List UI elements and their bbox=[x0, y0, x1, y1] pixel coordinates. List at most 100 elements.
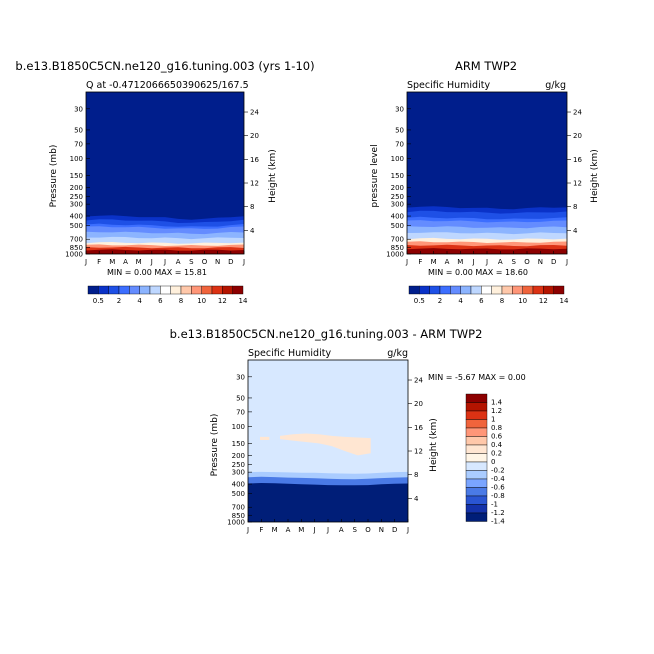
colorbar-box bbox=[222, 285, 233, 295]
pressure-tick-label: 100 bbox=[391, 155, 404, 163]
difference-colorbar-box bbox=[465, 419, 488, 429]
difference-colorbar-label: 1.4 bbox=[491, 399, 503, 407]
colorbar-box bbox=[211, 285, 223, 295]
difference-colorbar: 1.41.210.80.60.40.20-0.2-0.4-0.6-0.8-1-1… bbox=[465, 393, 505, 526]
difference-colorbar-box bbox=[465, 478, 488, 488]
colorbar-label: 2 bbox=[438, 297, 442, 305]
colorbar-box bbox=[149, 285, 161, 295]
obs-ylabel-right: Height (km) bbox=[590, 149, 600, 203]
difference-colorbar-label: -0.6 bbox=[491, 484, 505, 492]
pressure-tick-label: 250 bbox=[232, 461, 245, 469]
height-tick-label: 24 bbox=[573, 109, 582, 117]
small-positive-patch bbox=[260, 436, 270, 440]
pressure-tick-label: 1000 bbox=[386, 251, 404, 259]
month-tick-label: J bbox=[246, 526, 249, 534]
month-tick-label: M bbox=[298, 526, 304, 534]
difference-colorbar-box bbox=[465, 504, 488, 514]
month-tick-label: A bbox=[498, 258, 503, 266]
pressure-tick-label: 700 bbox=[70, 236, 83, 244]
pressure-tick-label: 1000 bbox=[227, 519, 245, 527]
pressure-tick-label: 250 bbox=[391, 193, 404, 201]
colorbar-box bbox=[408, 285, 420, 295]
pressure-tick-label: 1000 bbox=[65, 251, 83, 259]
difference-colorbar-box bbox=[465, 427, 488, 437]
colorbar-label: 14 bbox=[239, 297, 248, 305]
height-tick-label: 20 bbox=[250, 132, 259, 140]
colorbar-box bbox=[439, 285, 451, 295]
height-tick-label: 4 bbox=[414, 495, 419, 503]
pressure-tick-label: 150 bbox=[232, 440, 245, 448]
month-tick-label: A bbox=[445, 258, 450, 266]
height-tick-label: 12 bbox=[573, 180, 582, 188]
obs-colorbar: 0.5 2 4 6 8 10 12 14 bbox=[408, 285, 569, 305]
colorbar-label: 10 bbox=[197, 297, 206, 305]
height-tick-label: 8 bbox=[250, 203, 254, 211]
colorbar-box bbox=[170, 285, 182, 295]
positive-difference-patch bbox=[280, 433, 371, 456]
difference-colorbar-label: -1.4 bbox=[491, 518, 505, 526]
height-tick-label: 20 bbox=[414, 400, 423, 408]
month-tick-label: J bbox=[472, 258, 475, 266]
pressure-tick-label: 50 bbox=[74, 126, 83, 134]
pressure-tick-label: 200 bbox=[391, 184, 404, 192]
month-tick-label: F bbox=[418, 258, 422, 266]
difference-ylabel-right: Height (km) bbox=[429, 418, 439, 472]
month-tick-label: S bbox=[189, 258, 194, 266]
difference-colorbar-box bbox=[465, 495, 488, 505]
obs-title: ARM TWP2 bbox=[455, 59, 517, 73]
pressure-tick-label: 500 bbox=[70, 222, 83, 230]
pressure-tick-label: 850 bbox=[391, 244, 404, 252]
obs-panel: ARM TWP2 Specific Humidity g/kg pressure… bbox=[370, 59, 600, 277]
month-tick-label: J bbox=[163, 258, 166, 266]
difference-colorbar-label: 0.2 bbox=[491, 450, 502, 458]
month-tick-label: O bbox=[202, 258, 208, 266]
pressure-tick-label: 70 bbox=[395, 140, 404, 148]
pressure-tick-label: 100 bbox=[232, 423, 245, 431]
pressure-tick-label: 200 bbox=[232, 452, 245, 460]
colorbar-label: 6 bbox=[158, 297, 163, 305]
colorbar-box bbox=[419, 285, 430, 295]
obs-ylabel: pressure level bbox=[370, 144, 380, 207]
colorbar-box bbox=[512, 285, 523, 295]
model-minmax: MIN = 0.00 MAX = 15.81 bbox=[107, 268, 207, 277]
month-tick-label: D bbox=[228, 258, 233, 266]
month-tick-label: F bbox=[259, 526, 263, 534]
negative-difference-band bbox=[248, 483, 408, 522]
month-tick-label: A bbox=[286, 526, 291, 534]
month-tick-label: J bbox=[406, 526, 409, 534]
pressure-tick-label: 400 bbox=[391, 213, 404, 221]
difference-colorbar-box bbox=[465, 436, 488, 446]
colorbar-box bbox=[232, 285, 244, 295]
obs-units: g/kg bbox=[545, 80, 566, 91]
difference-colorbar-box bbox=[465, 393, 488, 403]
month-tick-label: M bbox=[272, 526, 278, 534]
height-tick-label: 24 bbox=[414, 377, 423, 385]
pressure-tick-label: 300 bbox=[232, 469, 245, 477]
difference-title: b.e13.B1850C5CN.ne120_g16.tuning.003 - A… bbox=[170, 327, 483, 341]
month-tick-label: M bbox=[109, 258, 115, 266]
month-tick-label: A bbox=[176, 258, 181, 266]
pressure-tick-label: 30 bbox=[236, 373, 245, 381]
pressure-tick-label: 300 bbox=[391, 201, 404, 209]
difference-colorbar-label: -0.2 bbox=[491, 467, 505, 475]
month-tick-label: J bbox=[84, 258, 87, 266]
month-tick-label: D bbox=[551, 258, 556, 266]
month-tick-label: J bbox=[242, 258, 245, 266]
colorbar-box bbox=[160, 285, 171, 295]
height-tick-label: 16 bbox=[414, 424, 423, 432]
month-tick-label: F bbox=[97, 258, 101, 266]
pressure-tick-label: 250 bbox=[70, 193, 83, 201]
colorbar-label: 8 bbox=[179, 297, 183, 305]
month-tick-label: J bbox=[313, 526, 316, 534]
difference-colorbar-box bbox=[465, 402, 488, 412]
colorbar-box bbox=[191, 285, 202, 295]
pressure-tick-label: 100 bbox=[70, 155, 83, 163]
colorbar-box bbox=[532, 285, 544, 295]
month-tick-label: M bbox=[431, 258, 437, 266]
colorbar-label: 2 bbox=[117, 297, 121, 305]
colorbar-label: 4 bbox=[137, 297, 142, 305]
difference-colorbar-box bbox=[465, 453, 488, 463]
difference-units: g/kg bbox=[387, 348, 408, 359]
